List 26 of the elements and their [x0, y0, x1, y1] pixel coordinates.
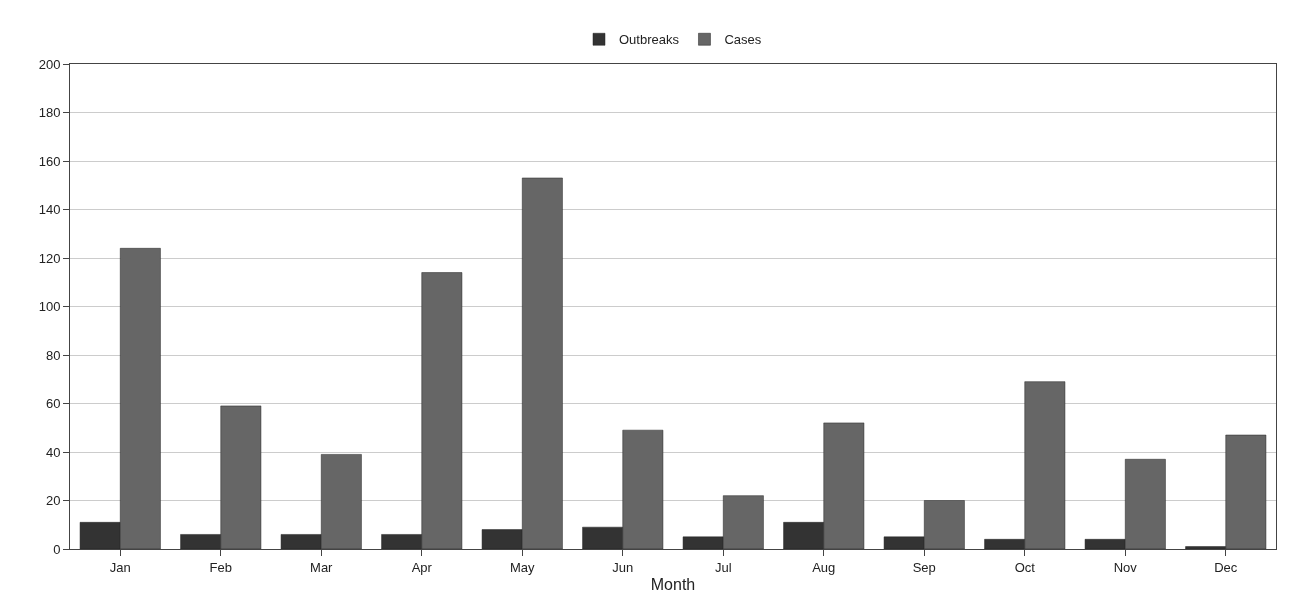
- x-tick-label: Jan: [109, 559, 131, 575]
- y-tick-label: 60: [45, 396, 61, 412]
- legend-label: Outbreaks: [619, 32, 680, 48]
- x-tick-label: Sep: [912, 559, 936, 575]
- y-tick-label: 180: [38, 105, 61, 121]
- x-tick-label: May: [509, 559, 536, 575]
- y-tick-label: 160: [38, 153, 61, 169]
- x-axis-title: Month: [650, 576, 696, 594]
- y-tick-label: 40: [45, 444, 61, 460]
- x-tick-label: Jun: [612, 559, 634, 575]
- y-tick-label: 20: [45, 493, 61, 509]
- x-tick-label: Aug: [812, 559, 836, 575]
- y-tick-label: 100: [38, 299, 61, 315]
- x-tick-label: Oct: [1014, 559, 1036, 575]
- y-tick-label: 120: [38, 250, 61, 266]
- x-tick-label: Jul: [714, 559, 732, 575]
- legend-label: Cases: [724, 32, 762, 48]
- x-tick-label: Dec: [1214, 559, 1238, 575]
- x-tick-label: Nov: [1113, 559, 1138, 575]
- y-tick-label: 200: [38, 56, 61, 72]
- x-tick-label: Apr: [411, 559, 433, 575]
- x-tick-label: Mar: [310, 559, 334, 575]
- y-tick-label: 80: [45, 347, 61, 363]
- y-tick-label: 140: [38, 202, 61, 218]
- x-tick-label: Feb: [209, 559, 232, 575]
- y-tick-label: 0: [53, 541, 61, 557]
